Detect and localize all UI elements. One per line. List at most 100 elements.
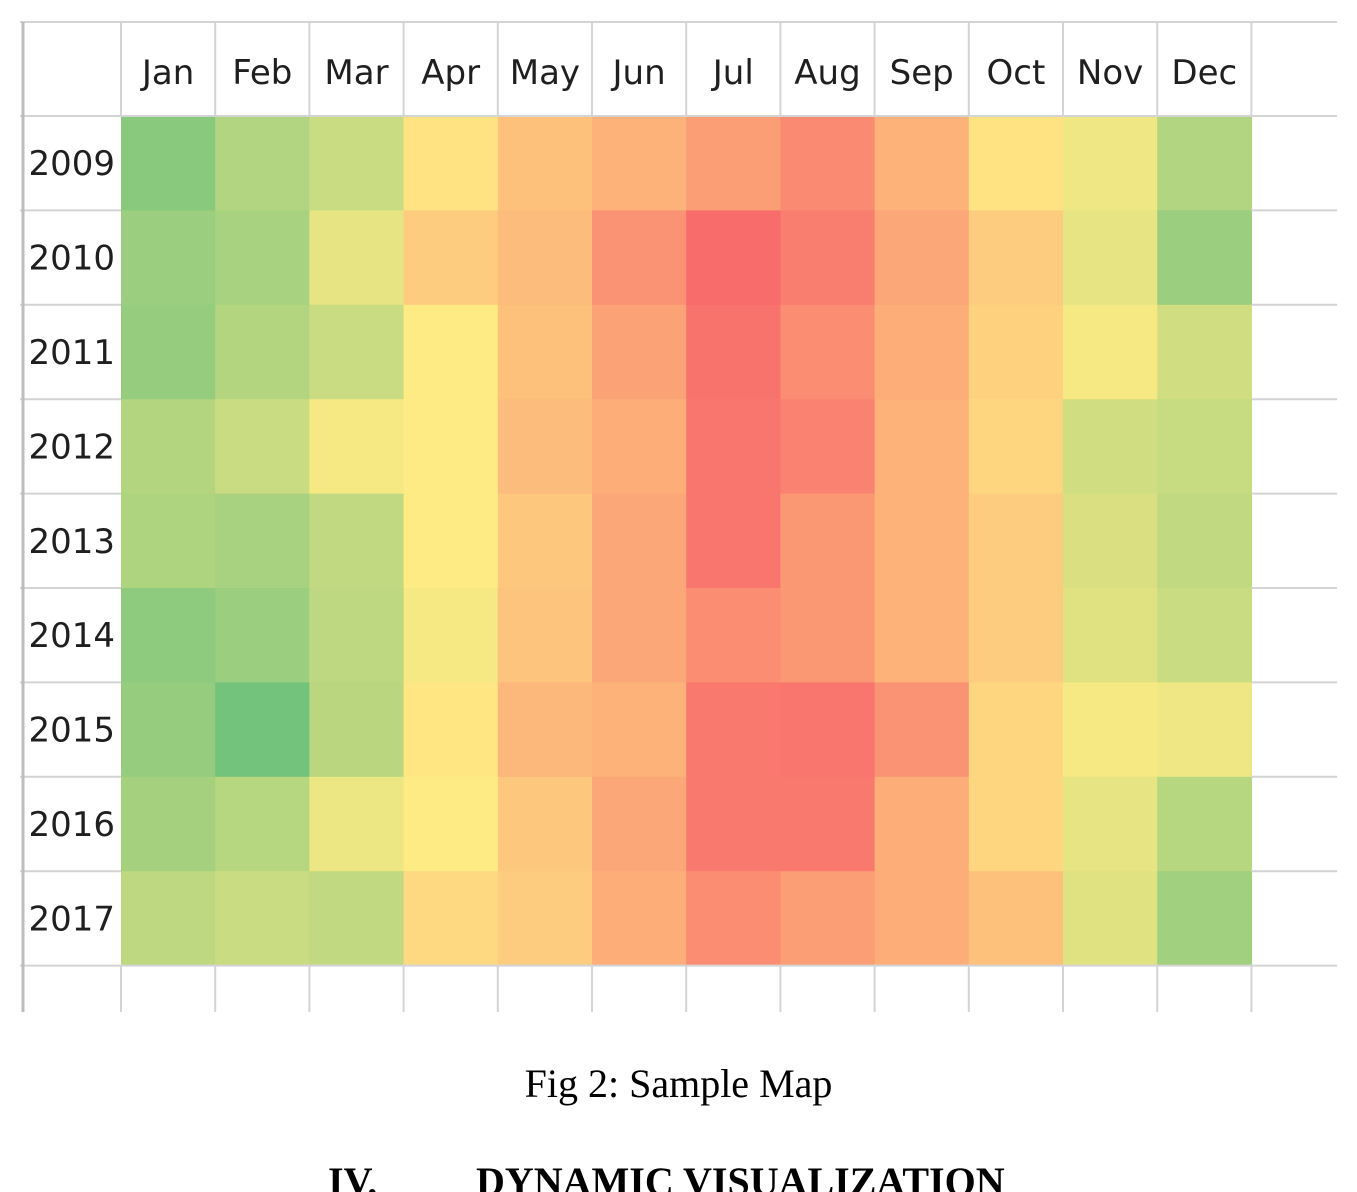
heatmap-cell-2016-jul [686, 776, 781, 872]
heatmap-cell-2015-dec [1157, 682, 1252, 778]
column-label: Aug [794, 53, 860, 93]
heatmap-cell-2015-jul [686, 682, 781, 778]
heatmap-cell-2013-nov [1063, 493, 1158, 589]
heatmap-cell-2017-jul [686, 871, 781, 967]
heatmap-cell-2013-dec [1157, 493, 1252, 589]
heatmap-cell-2016-sep [874, 776, 970, 872]
heatmap-cell-2012-jan [121, 399, 216, 495]
spreadsheet-gridlines [20, 21, 1337, 1012]
heatmap-cell-2013-may [497, 493, 593, 589]
heatmap-cell-2010-feb [215, 210, 310, 306]
heatmap-cell-2016-aug [780, 776, 876, 872]
heatmap-cell-2014-aug [780, 588, 876, 683]
heatmap-cell-2013-jul [686, 493, 781, 589]
heatmap-cell-2015-mar [309, 682, 405, 778]
heatmap-cell-2009-jan [121, 116, 216, 211]
heatmap-cell-2012-dec [1157, 399, 1252, 495]
heatmap-cell-2011-jul [686, 304, 781, 400]
heatmap-cell-2010-mar [309, 210, 405, 306]
section-title: DYNAMIC VISUALIZATION [476, 1159, 1005, 1192]
row-label: 2015 [28, 711, 115, 751]
row-label: 2017 [28, 899, 115, 939]
heatmap-cell-2010-dec [1157, 210, 1252, 306]
column-label: Feb [232, 53, 292, 93]
heatmap-cell-2014-dec [1157, 588, 1252, 683]
row-label: 2010 [28, 239, 115, 279]
column-label: Dec [1171, 53, 1237, 93]
heatmap-cell-2016-mar [309, 776, 405, 872]
column-label: Jul [711, 53, 754, 93]
heatmap-cell-2014-sep [874, 588, 970, 683]
heatmap-cell-2013-sep [874, 493, 970, 589]
heatmap-cell-2017-oct [968, 871, 1064, 967]
heatmap-cell-2015-aug [780, 682, 876, 778]
row-label: 2012 [28, 427, 115, 467]
heatmap-cell-2016-dec [1157, 776, 1252, 872]
heatmap-cell-2009-dec [1157, 116, 1252, 211]
heatmap-cell-2010-jul [686, 210, 781, 306]
heatmap-cell-2010-jan [121, 210, 216, 306]
heatmap-cell-2014-oct [968, 588, 1064, 683]
heatmap-cell-2014-jul [686, 588, 781, 683]
heatmap-cell-2010-nov [1063, 210, 1158, 306]
heatmap-cell-2015-apr [403, 682, 499, 778]
section-number: IV. [328, 1159, 378, 1192]
column-label: Nov [1077, 53, 1143, 93]
heatmap-cell-2014-nov [1063, 588, 1158, 683]
heatmap-cell-2013-jun [592, 493, 687, 589]
heatmap-cell-2012-jun [592, 399, 687, 495]
row-label: 2011 [28, 333, 115, 373]
column-label: Mar [324, 53, 388, 93]
column-label: May [510, 53, 580, 93]
heatmap-cell-2016-jan [121, 776, 216, 872]
heatmap-cell-2012-feb [215, 399, 310, 495]
heatmap-cell-2010-may [497, 210, 593, 306]
heatmap-labels: Jan Feb Mar Apr May Jun Jul Aug Sep Oct Nov Dec 2009… [28, 53, 1237, 939]
heatmap-cell-2016-oct [968, 776, 1064, 872]
heatmap-cell-2017-mar [309, 871, 405, 967]
heatmap-cell-2013-aug [780, 493, 876, 589]
heatmap-cell-2011-aug [780, 304, 876, 400]
heatmap-cell-2009-may [497, 116, 593, 211]
heatmap-cell-2017-dec [1157, 871, 1252, 967]
heatmap-cell-2015-oct [968, 682, 1064, 778]
heatmap-cell-2014-jan [121, 588, 216, 683]
heatmap-cell-2017-aug [780, 871, 876, 967]
heatmap-cells [121, 116, 1252, 967]
heatmap-cell-2012-mar [309, 399, 405, 495]
row-label: 2009 [28, 144, 115, 184]
heatmap-cell-2013-apr [403, 493, 499, 589]
heatmap-cell-2016-feb [215, 776, 310, 872]
heatmap-cell-2015-jun [592, 682, 687, 778]
heatmap-cell-2012-may [497, 399, 593, 495]
heatmap-cell-2012-oct [968, 399, 1064, 495]
figure-caption: Fig 2: Sample Map [524, 1061, 833, 1106]
heatmap-cell-2009-feb [215, 116, 310, 211]
heatmap-cell-2011-nov [1063, 304, 1158, 400]
heatmap-cell-2011-feb [215, 304, 310, 400]
row-label: 2014 [28, 616, 115, 656]
heatmap-cell-2012-sep [874, 399, 970, 495]
row-label: 2013 [28, 522, 115, 562]
heatmap-cell-2016-apr [403, 776, 499, 872]
heatmap-cell-2009-sep [874, 116, 970, 211]
heatmap-cell-2011-jan [121, 304, 216, 400]
column-label: Oct [987, 53, 1046, 93]
heatmap-cell-2009-jul [686, 116, 781, 211]
heatmap-cell-2017-feb [215, 871, 310, 967]
heatmap-cell-2012-apr [403, 399, 499, 495]
heatmap-cell-2017-apr [403, 871, 499, 967]
heatmap-cell-2015-feb [215, 682, 310, 778]
heatmap-cell-2017-sep [874, 871, 970, 967]
heatmap-cell-2015-nov [1063, 682, 1158, 778]
column-label: Jan [140, 53, 194, 93]
heatmap-cell-2013-jan [121, 493, 216, 589]
heatmap-cell-2012-nov [1063, 399, 1158, 495]
heatmap-cell-2016-jun [592, 776, 687, 872]
heatmap-cell-2013-oct [968, 493, 1064, 589]
heatmap-cell-2010-oct [968, 210, 1064, 306]
heatmap-cell-2014-feb [215, 588, 310, 683]
heatmap-cell-2010-aug [780, 210, 876, 306]
heatmap-cell-2015-may [497, 682, 593, 778]
heatmap-cell-2016-may [497, 776, 593, 872]
